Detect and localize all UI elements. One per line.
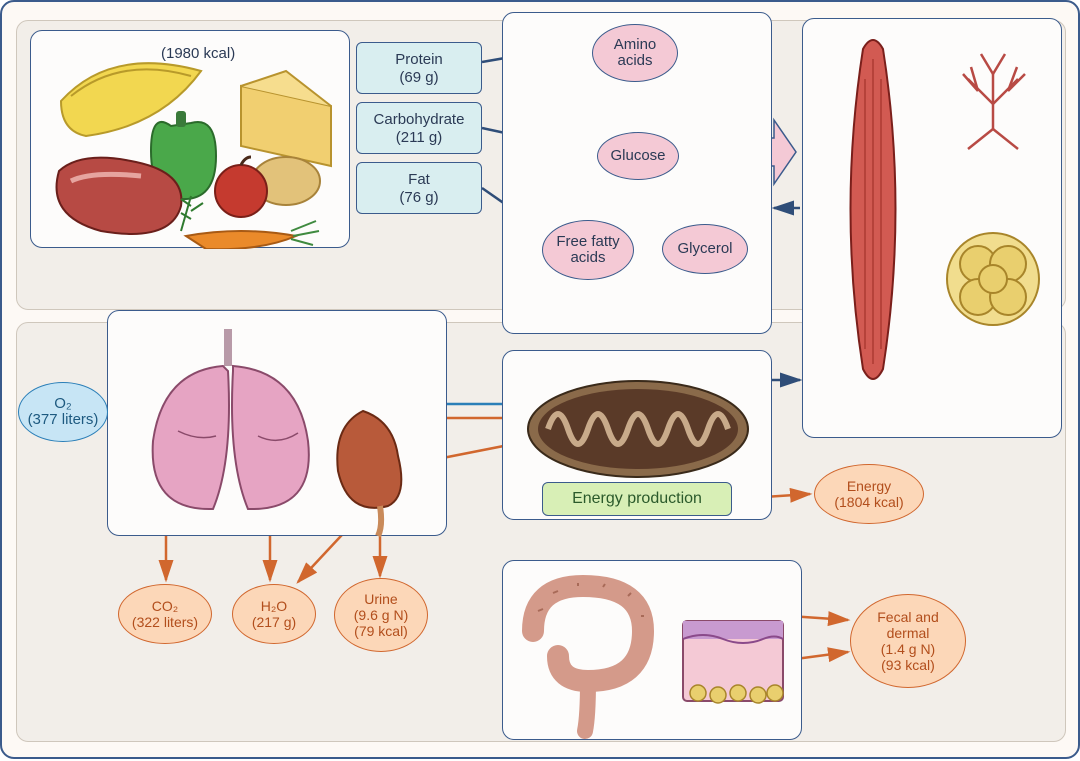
lungs-illustration bbox=[108, 311, 448, 537]
glucose-oval: Glucose bbox=[597, 132, 679, 180]
lungs-panel bbox=[107, 310, 447, 536]
h2o-oval: H₂O (217 g) bbox=[232, 584, 316, 644]
tissue-panel bbox=[802, 18, 1062, 438]
carb-box: Carbohydrate (211 g) bbox=[356, 102, 482, 154]
carb-qty: (211 g) bbox=[396, 129, 442, 146]
amino-acids-oval: Amino acids bbox=[592, 24, 678, 82]
urine-oval: Urine (9.6 g N) (79 kcal) bbox=[334, 578, 428, 652]
o2-oval: O₂ (377 liters) bbox=[18, 382, 108, 442]
food-panel: (1980 kcal) bbox=[30, 30, 350, 248]
energy-production-box: Energy production bbox=[542, 482, 732, 516]
intestine-panel bbox=[502, 560, 802, 740]
intestine-illustration bbox=[503, 561, 803, 741]
fat-box: Fat (76 g) bbox=[356, 162, 482, 214]
glycerol-oval: Glycerol bbox=[662, 224, 748, 274]
fecal-dermal-oval: Fecal and dermal (1.4 g N) (93 kcal) bbox=[850, 594, 966, 688]
energy-oval: Energy (1804 kcal) bbox=[814, 464, 924, 524]
tissue-illustration bbox=[803, 19, 1063, 439]
protein-box: Protein (69 g) bbox=[356, 42, 482, 94]
protein-name: Protein bbox=[395, 51, 443, 68]
food-illustration bbox=[31, 31, 351, 249]
fat-qty: (76 g) bbox=[399, 189, 438, 206]
fat-name: Fat bbox=[408, 171, 430, 188]
co2-oval: CO₂ (322 liters) bbox=[118, 584, 212, 644]
diagram-canvas: (1980 kcal) Protein bbox=[0, 0, 1080, 759]
ffa-oval: Free fatty acids bbox=[542, 220, 634, 280]
carb-name: Carbohydrate bbox=[374, 111, 465, 128]
protein-qty: (69 g) bbox=[399, 69, 438, 86]
